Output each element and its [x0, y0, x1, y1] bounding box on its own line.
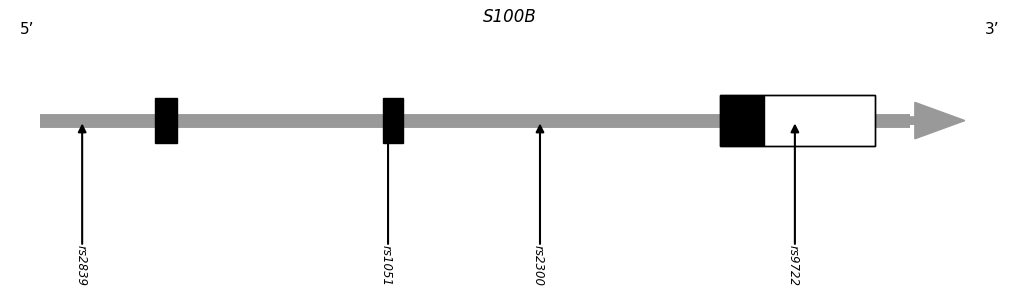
Text: S100B: S100B [483, 9, 536, 27]
Text: rs9722: rs9722 [786, 245, 799, 286]
Text: rs2839364: rs2839364 [74, 245, 87, 286]
Bar [383, 98, 403, 143]
Text: rs2300403: rs2300403 [532, 245, 544, 286]
Text: 5’: 5’ [20, 23, 35, 37]
Text: 3’: 3’ [984, 23, 999, 37]
Bar [719, 95, 763, 146]
FancyArrow shape [909, 102, 964, 139]
Bar [763, 95, 874, 146]
Bar [155, 98, 177, 143]
Bar [719, 95, 874, 146]
Text: rs1051169: rs1051169 [380, 245, 392, 286]
